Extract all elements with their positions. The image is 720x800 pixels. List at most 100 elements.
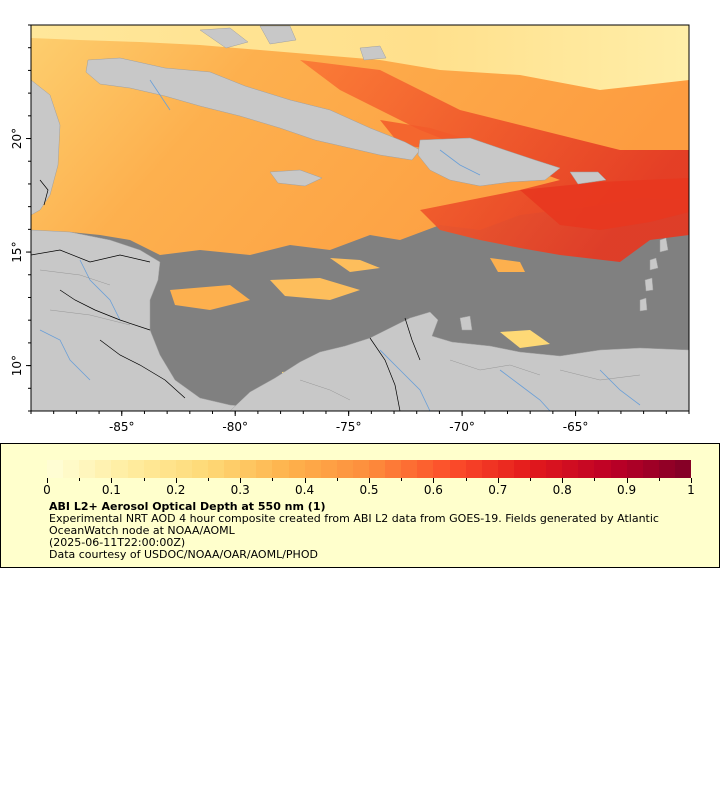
legend-title: ABI L2+ Aerosol Optical Depth at 550 nm … <box>49 500 326 513</box>
colorbar-cell <box>304 460 322 478</box>
colorbar-minor-tick <box>79 478 81 481</box>
colorbar-cell <box>594 460 611 478</box>
colorbar-label: 0.6 <box>423 483 443 497</box>
legend-text: ABI L2+ Aerosol Optical Depth at 550 nm … <box>49 501 709 561</box>
colorbar-cell <box>143 460 161 478</box>
colorbar-cell <box>369 460 386 478</box>
colorbar-cell <box>288 460 306 478</box>
colorbar-cell <box>481 460 499 478</box>
central-america-landmass <box>31 79 61 216</box>
colorbar-label: 0.1 <box>101 483 121 497</box>
colorbar-cell <box>63 460 80 478</box>
jamaica-landmass <box>269 169 323 187</box>
longitude-tick-label: -80° <box>222 420 248 434</box>
colorbar-cell <box>47 460 64 478</box>
colorbar-major-tick <box>626 478 628 483</box>
colorbar-cell <box>111 460 128 478</box>
longitude-tick-label: -65° <box>563 420 589 434</box>
rivers <box>39 79 641 411</box>
province-boundaries <box>39 269 641 401</box>
colorbar-major-tick <box>240 478 242 483</box>
colorbar-label: 0.9 <box>617 483 637 497</box>
colorbar-label: 0 <box>43 483 51 497</box>
colorbar-label: 0.4 <box>295 483 315 497</box>
legend-date: (2025-06-11T22:00:00Z) <box>49 536 186 549</box>
colorbar-major-tick <box>691 478 692 483</box>
colorbar-major-tick <box>111 478 113 483</box>
colorbar-label: 0.7 <box>488 483 508 497</box>
colorbar-cell <box>385 460 402 478</box>
colorbar-minor-tick <box>465 478 467 481</box>
longitude-tick-label: -85° <box>109 420 135 434</box>
colorbar-label: 0.8 <box>552 483 572 497</box>
colorbar-cell <box>256 460 273 478</box>
latitude-ticks: 20° 15° 10° <box>10 24 31 412</box>
colorbar-minor-tick <box>401 478 403 481</box>
colorbar-major-tick <box>562 478 564 483</box>
colorbar-cell <box>433 460 450 478</box>
colorbar-cell <box>208 460 225 478</box>
colorbar-label: 0.2 <box>166 483 186 497</box>
colorbar-minor-tick <box>594 478 596 481</box>
colorbar-cell <box>79 460 96 478</box>
colorbar-cell <box>674 460 692 478</box>
latitude-tick-label: 15° <box>10 241 24 262</box>
colorbar-cell <box>401 460 418 478</box>
colorbar-cell <box>465 460 483 478</box>
colorbar-major-tick <box>497 478 499 483</box>
colorbar-cell <box>530 460 547 478</box>
latitude-tick-label: 10° <box>10 355 24 376</box>
colorbar-major-tick <box>175 478 177 483</box>
colorbar-cell <box>578 460 595 478</box>
colorbar-cell <box>658 460 676 478</box>
colorbar-minor-tick <box>272 478 274 481</box>
colorbar-cell <box>546 460 563 478</box>
map-frame <box>30 24 690 412</box>
colorbar-label: 0.3 <box>230 483 250 497</box>
colorbar-cell <box>175 460 193 478</box>
colorbar-cell <box>610 460 628 478</box>
colorbar-cell <box>191 460 209 478</box>
longitude-ticks: -85° -80° -75° -70° -65° <box>30 411 690 434</box>
colorbar-label: 1 <box>687 483 695 497</box>
colorbar-minor-tick <box>143 478 145 481</box>
colorbar-minor-tick <box>530 478 531 481</box>
colorbar-cell <box>272 460 289 478</box>
colorbar-cell <box>95 460 112 478</box>
colorbar-cell <box>642 460 660 478</box>
colorbar-major-tick <box>433 478 435 483</box>
colorbar-major-tick <box>47 478 48 483</box>
legend-panel: 0 0.1 0.2 0.3 0.4 0.5 0.6 0.7 0.8 0.9 1 ABI L2+ Ae… <box>0 443 720 568</box>
colorbar-cell <box>513 460 531 478</box>
colorbar-cell <box>497 460 515 478</box>
legend-description: Experimental NRT AOD 4 hour composite cr… <box>49 512 659 537</box>
colorbar-cell <box>562 460 579 478</box>
colorbar-cell <box>127 460 145 478</box>
colorbar-minor-tick <box>336 478 338 481</box>
country-borders <box>31 179 421 411</box>
latitude-tick-label: 20° <box>10 128 24 149</box>
colorbar-major-tick <box>369 478 370 483</box>
south-america-landmass <box>229 311 689 411</box>
colorbar <box>47 460 692 478</box>
puerto-rico-landmass <box>569 171 607 185</box>
colorbar-minor-tick <box>208 478 209 481</box>
longitude-tick-label: -75° <box>336 420 362 434</box>
colorbar-cell <box>352 460 370 478</box>
cuba-landmass <box>85 57 421 161</box>
colorbar-cell <box>224 460 241 478</box>
map-figure: -85° -80° -75° -70° -65° 20° 15° 10° <box>10 24 690 434</box>
colorbar-ticks: 0 0.1 0.2 0.3 0.4 0.5 0.6 0.7 0.8 0.9 1 <box>43 478 695 508</box>
colorbar-major-tick <box>304 478 306 483</box>
colorbar-cell <box>449 460 467 478</box>
colorbar-cell <box>417 460 434 478</box>
legend-credit: Data courtesy of USDOC/NOAA/OAR/AOML/PHO… <box>49 548 318 561</box>
colorbar-label: 0.5 <box>359 483 379 497</box>
longitude-tick-label: -70° <box>449 420 475 434</box>
colorbar-cell <box>159 460 177 478</box>
colorbar-cell <box>336 460 354 478</box>
land-masses <box>31 25 689 411</box>
hispaniola-landmass <box>417 137 561 187</box>
colorbar-minor-tick <box>658 478 660 481</box>
colorbar-cell <box>240 460 257 478</box>
